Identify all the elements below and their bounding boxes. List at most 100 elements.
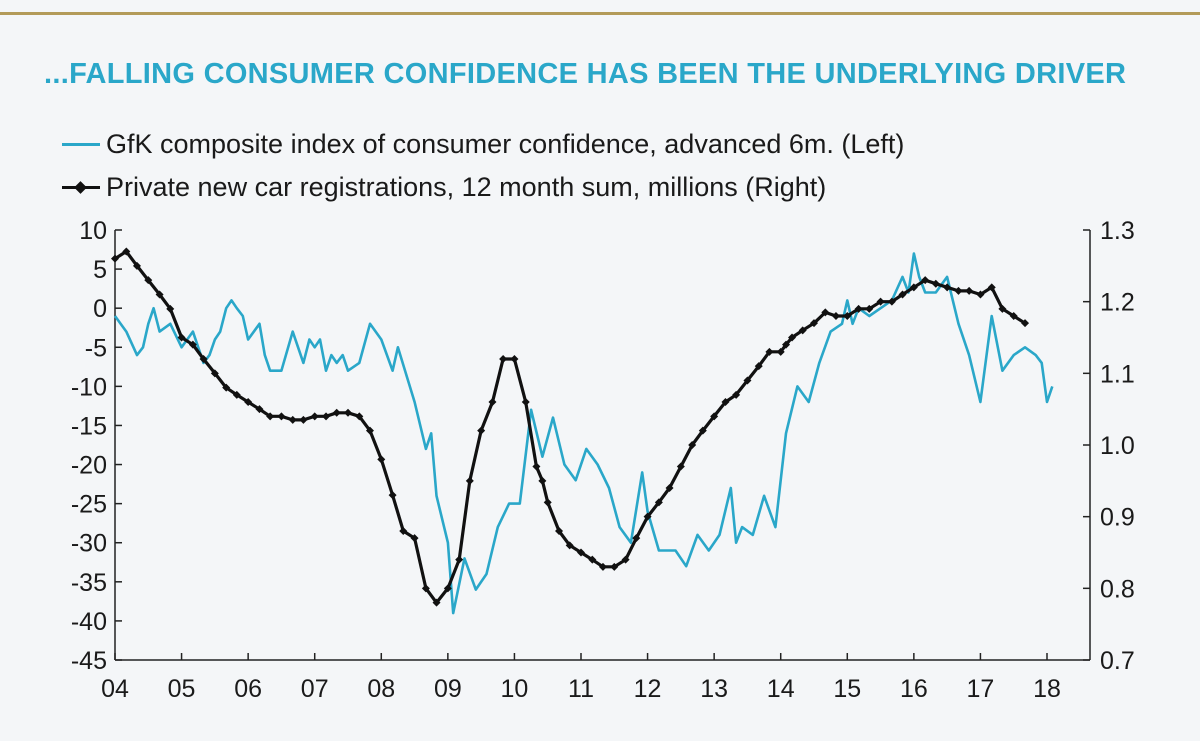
x-tick-label: 16 (900, 675, 928, 703)
series-point-cars (987, 283, 996, 292)
legend-swatch-gfk (62, 133, 100, 155)
series-point-cars (111, 254, 119, 263)
series-point-cars (344, 408, 352, 417)
series-point-cars (332, 408, 341, 417)
series-point-cars (410, 534, 419, 543)
series-point-cars (365, 426, 374, 435)
legend-swatch-cars (62, 176, 100, 198)
series-point-cars (665, 484, 674, 492)
series-point-cars (721, 398, 730, 406)
legend-label-cars: Private new car registrations, 12 month … (106, 171, 827, 202)
series-point-cars (532, 462, 541, 471)
series-point-cars (909, 283, 918, 292)
series-point-cars (266, 412, 275, 421)
series-point-cars (421, 584, 430, 593)
y-left-tick-label: 10 (79, 217, 107, 245)
series-point-cars (965, 286, 974, 295)
series-point-cars (788, 333, 797, 342)
series-point-cars (499, 355, 508, 363)
series-point-cars (876, 297, 885, 306)
series-point-cars (122, 247, 131, 256)
series-point-cars (232, 390, 241, 399)
x-tick-label: 07 (301, 675, 329, 703)
series-point-cars (565, 541, 574, 550)
series-point-cars (310, 412, 319, 421)
series-point-cars (543, 498, 552, 507)
y-left-tick-label: -35 (71, 569, 107, 597)
y-left-tick-label: -10 (71, 373, 107, 401)
y-left-tick-label: 0 (93, 295, 107, 323)
series-point-cars (654, 498, 663, 507)
series-point-cars (510, 355, 519, 363)
y-right-tick-label: 1.0 (1100, 432, 1135, 460)
series-point-cars (555, 527, 564, 535)
series-point-cars (887, 297, 896, 306)
series-point-cars (538, 476, 547, 485)
y-left-tick-label: -40 (71, 608, 107, 636)
series-point-cars (577, 548, 585, 557)
series-point-cars (288, 415, 297, 424)
x-tick-label: 05 (168, 675, 196, 703)
series-point-cars (931, 279, 940, 288)
series-point-cars (698, 426, 707, 435)
series-point-cars (432, 598, 441, 607)
series-point-cars (1009, 312, 1018, 320)
series-point-cars (155, 290, 164, 299)
series-point-cars (488, 398, 497, 406)
series-point-cars (188, 340, 197, 349)
y-left-tick-label: 5 (93, 256, 107, 284)
x-tick-label: 12 (634, 675, 662, 703)
y-right-tick-label: 1.1 (1100, 360, 1135, 388)
series-point-cars (1021, 319, 1030, 328)
series-point-cars (831, 312, 840, 320)
chart-title: ...FALLING CONSUMER CONFIDENCE HAS BEEN … (44, 58, 1127, 90)
series-point-cars (843, 312, 852, 320)
series-point-cars (166, 304, 175, 313)
x-tick-label: 13 (700, 675, 728, 703)
series-point-cars (199, 355, 208, 363)
series-point-cars (621, 555, 630, 564)
series-point-cars (921, 276, 930, 285)
series-point-cars (798, 326, 807, 335)
series-point-cars (210, 369, 219, 378)
top-rule (0, 12, 1200, 15)
series-point-cars (455, 555, 464, 564)
series-point-cars (144, 276, 153, 285)
series-point-cars (399, 527, 408, 535)
series-point-cars (688, 441, 697, 449)
series-point-cars (782, 340, 791, 349)
x-tick-label: 09 (434, 675, 462, 703)
series-point-cars (255, 405, 264, 414)
series-point-cars (776, 347, 785, 356)
series-point-cars (277, 412, 286, 421)
series-point-cars (299, 415, 308, 424)
series-point-cars (132, 261, 141, 270)
series-point-cars (898, 290, 907, 299)
series-point-cars (244, 398, 253, 406)
legend-label-gfk: GfK composite index of consumer confiden… (106, 128, 905, 159)
series-point-cars (821, 308, 830, 317)
y-right-tick-label: 0.9 (1100, 504, 1135, 532)
x-tick-label: 08 (367, 675, 395, 703)
x-tick-label: 15 (833, 675, 861, 703)
series-point-cars (865, 304, 874, 313)
series-point-cars (854, 304, 863, 313)
series-point-cars (388, 491, 397, 500)
series-point-cars (588, 555, 597, 564)
series-point-cars (765, 347, 774, 356)
series-point-cars (443, 584, 452, 593)
series-point-cars (976, 290, 985, 299)
x-tick-label: 10 (501, 675, 529, 703)
series-point-cars (743, 376, 752, 385)
y-right-tick-label: 1.2 (1100, 289, 1135, 317)
y-left-tick-label: -5 (85, 334, 107, 362)
series-point-cars (355, 412, 364, 421)
x-tick-label: 11 (568, 675, 594, 703)
series-point-cars (732, 390, 741, 399)
y-left-tick-label: -25 (71, 491, 107, 519)
x-tick-label: 17 (967, 675, 995, 703)
series-point-cars (465, 476, 474, 485)
series-point-cars (598, 562, 607, 571)
series-point-cars (477, 426, 486, 435)
